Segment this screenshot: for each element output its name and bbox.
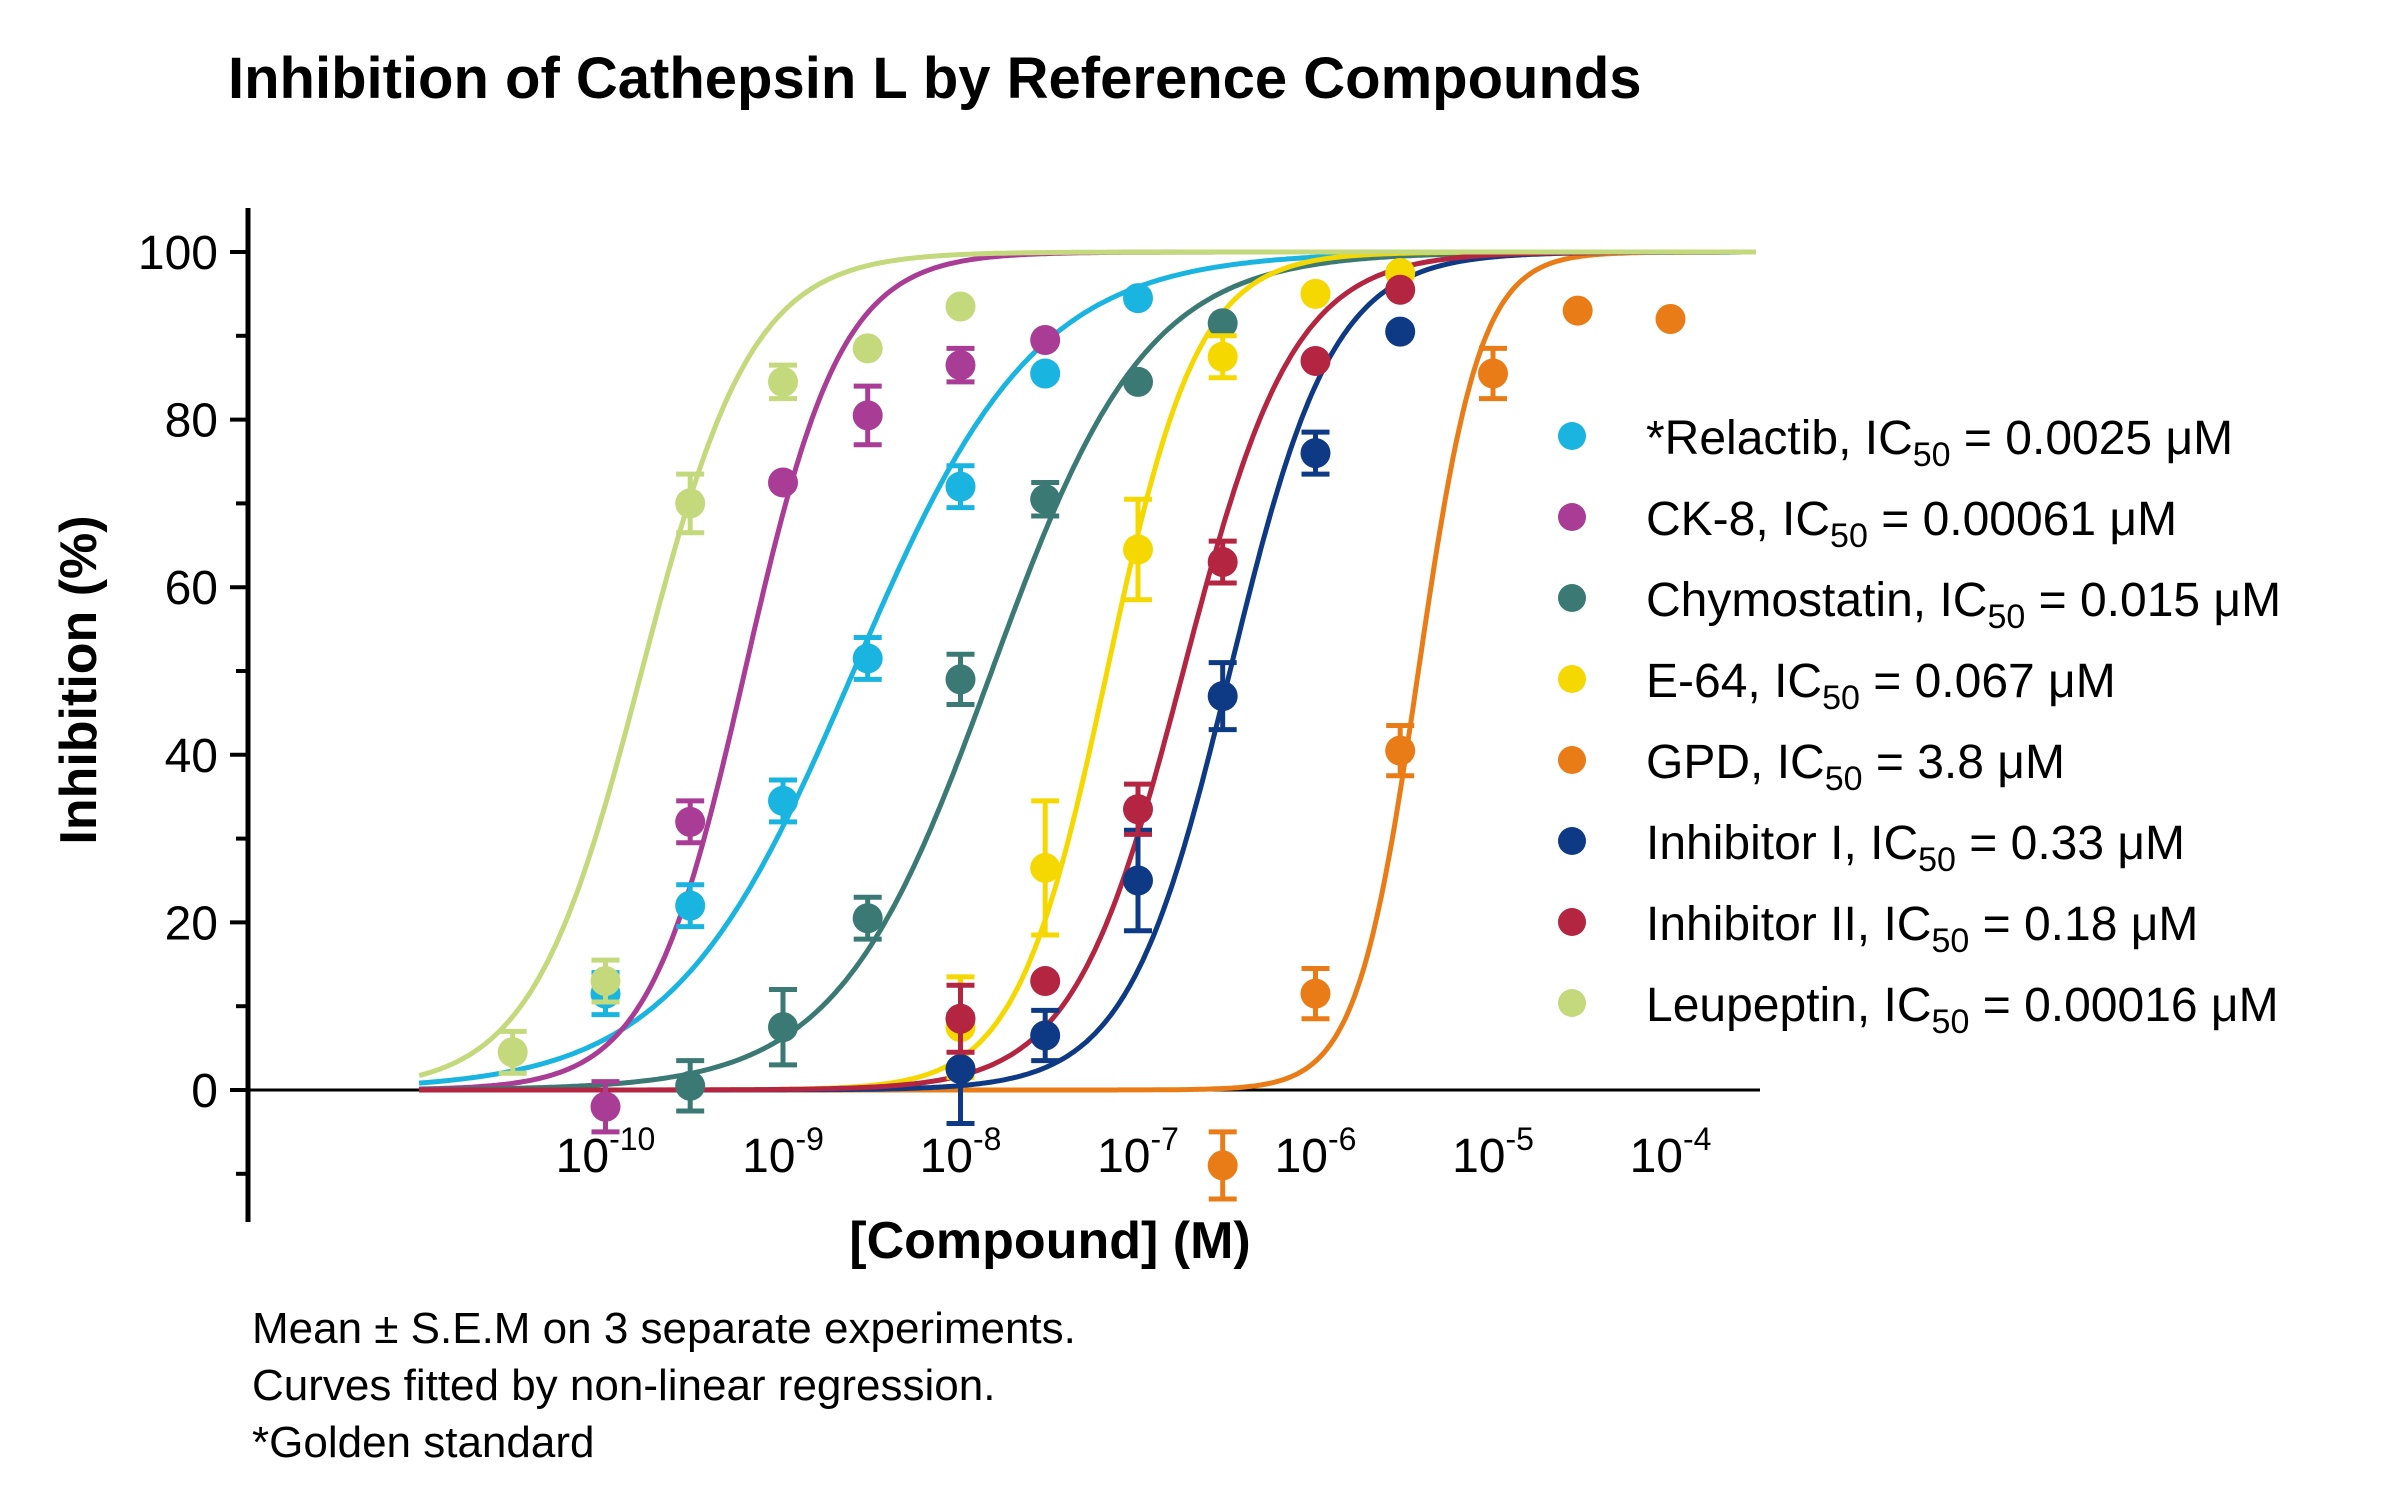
point-gpd	[1385, 735, 1416, 766]
point-chymostatin	[1123, 366, 1153, 397]
legend-marker	[1558, 746, 1586, 774]
point--relactib	[852, 643, 883, 674]
legend-entry: GPD, IC50 = 3.8 μM	[1646, 736, 2065, 798]
point-ck-8	[1030, 324, 1061, 355]
curve-inhibitor-ii	[419, 249, 1756, 1093]
point-inhibitor-i	[1123, 865, 1153, 896]
legend-entry: CK-8, IC50 = 0.00061 μM	[1646, 493, 2177, 555]
footnote-2: Curves fitted by non-linear regression.	[252, 1361, 996, 1410]
x-tick-label: 10-10	[556, 1121, 656, 1183]
point-chymostatin	[768, 1012, 798, 1043]
point-inhibitor-ii	[945, 1003, 976, 1034]
point-inhibitor-ii	[1030, 966, 1061, 997]
point--relactib	[945, 471, 976, 502]
legend-marker	[1558, 665, 1586, 693]
chart-title: Inhibition of Cathepsin L by Reference C…	[228, 46, 1642, 111]
point--relactib	[768, 785, 798, 816]
y-tick-label: 40	[165, 730, 218, 783]
point-leupeptin	[590, 966, 621, 997]
point-inhibitor-i	[1385, 316, 1416, 347]
point-gpd	[1562, 295, 1593, 326]
legend-entry: Chymostatin, IC50 = 0.015 μM	[1646, 574, 2281, 636]
legend: *Relactib, IC50 = 0.0025 μM CK-8, IC50 = …	[1558, 412, 2281, 1041]
point-leupeptin	[768, 366, 798, 397]
footnote-3: *Golden standard	[252, 1418, 595, 1467]
x-tick-label: 10-5	[1452, 1121, 1534, 1183]
y-tick-label: 0	[191, 1065, 218, 1118]
legend-entry: Inhibitor II, IC50 = 0.18 μM	[1646, 898, 2198, 960]
legend-entry: Leupeptin, IC50 = 0.00016 μM	[1646, 979, 2279, 1041]
point-leupeptin	[852, 333, 883, 364]
point-inhibitor-i	[945, 1054, 976, 1085]
point-inhibitor-i	[1300, 438, 1331, 469]
point-inhibitor-ii	[1300, 345, 1331, 376]
point-inhibitor-ii	[1207, 547, 1238, 578]
point-ck-8	[945, 350, 976, 381]
legend-entry: Inhibitor I, IC50 = 0.33 μM	[1646, 817, 2185, 879]
point-chymostatin	[945, 664, 976, 695]
y-tick-label: 100	[138, 227, 218, 280]
curve-leupeptin	[418, 249, 1756, 1078]
point--relactib	[1030, 358, 1061, 389]
point-ck-8	[768, 467, 798, 498]
legend-marker	[1558, 989, 1586, 1017]
point-chymostatin	[1030, 484, 1061, 515]
point-gpd	[1207, 1150, 1238, 1181]
point-inhibitor-ii	[1123, 794, 1153, 825]
y-axis-title: Inhibition (%)	[50, 515, 108, 844]
x-tick-label: 10-8	[920, 1121, 1002, 1183]
point-ck-8	[590, 1091, 621, 1122]
point-e-64	[1300, 278, 1331, 309]
point--relactib	[1123, 283, 1153, 314]
legend-marker	[1558, 584, 1586, 612]
point-e-64	[1207, 341, 1238, 372]
x-tick-label: 10-6	[1275, 1121, 1357, 1183]
legend-entry: *Relactib, IC50 = 0.0025 μM	[1646, 412, 2233, 474]
legend-marker	[1558, 422, 1586, 450]
point-chymostatin	[852, 903, 883, 934]
point-ck-8	[675, 806, 706, 837]
curve--relactib	[418, 249, 1756, 1086]
footnote-1: Mean ± S.E.M on 3 separate experiments.	[252, 1304, 1076, 1353]
point-e-64	[1123, 534, 1153, 565]
point-chymostatin	[675, 1070, 706, 1101]
legend-marker	[1558, 827, 1586, 855]
point-chymostatin	[1207, 308, 1238, 339]
point-inhibitor-ii	[1385, 274, 1416, 305]
point-gpd	[1300, 978, 1331, 1009]
y-tick-label: 60	[165, 562, 218, 615]
x-axis-title: [Compound] (M)	[849, 1212, 1250, 1270]
legend-entry: E-64, IC50 = 0.067 μM	[1646, 655, 2116, 717]
y-tick-label: 20	[165, 897, 218, 950]
data-points	[497, 257, 1686, 1202]
point-e-64	[1030, 852, 1061, 883]
point-gpd	[1655, 304, 1686, 335]
x-tick-label: 10-7	[1097, 1121, 1179, 1183]
point-inhibitor-i	[1207, 681, 1238, 712]
x-tick-label: 10-4	[1630, 1121, 1712, 1183]
point--relactib	[675, 890, 706, 921]
axes: 0 20 40 60 80 100 10-10 10-9 10-8 10-7 10-6 10-5 10-…	[138, 208, 1760, 1222]
legend-marker	[1558, 503, 1586, 531]
point-inhibitor-i	[1030, 1020, 1061, 1051]
y-tick-label: 80	[165, 395, 218, 448]
point-ck-8	[852, 400, 883, 431]
point-gpd	[1478, 358, 1508, 389]
point-leupeptin	[497, 1037, 528, 1068]
point-leupeptin	[675, 488, 706, 519]
point-leupeptin	[945, 291, 976, 322]
fitted-curves	[418, 249, 1756, 1093]
x-tick-label: 10-9	[742, 1121, 824, 1183]
legend-marker	[1558, 908, 1586, 936]
